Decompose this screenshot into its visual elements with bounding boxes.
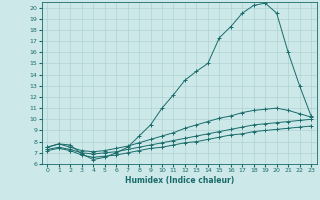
X-axis label: Humidex (Indice chaleur): Humidex (Indice chaleur) — [124, 176, 234, 185]
